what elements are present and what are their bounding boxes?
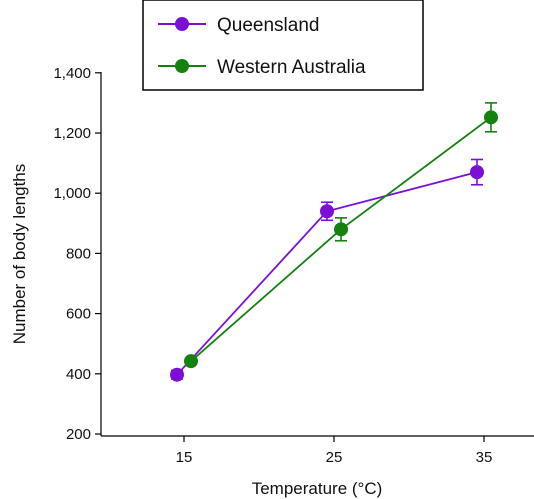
x-tick-label: 15	[176, 449, 193, 466]
y-tick-label: 800	[66, 245, 91, 262]
data-point[interactable]	[320, 204, 334, 219]
y-tick-label: 1,000	[53, 185, 91, 202]
legend-marker-western-australia	[175, 59, 189, 73]
x-axis-title: Temperature (°C)	[252, 479, 383, 498]
x-tick-label: 25	[326, 449, 343, 466]
y-tick-label: 200	[66, 426, 91, 443]
legend-box	[142, 0, 424, 91]
legend-label-western-australia: Western Australia	[217, 57, 366, 78]
y-tick-label: 1,200	[53, 125, 91, 142]
axes: 200 400 600 800 1,000 1,200 1,400 15 25 35	[53, 65, 534, 466]
y-tick-label: 600	[66, 306, 91, 323]
y-axis-ticks: 200 400 600 800 1,000 1,200 1,400	[53, 65, 101, 443]
x-tick-label: 35	[476, 449, 493, 466]
data-point[interactable]	[484, 110, 498, 125]
legend-item-western-australia[interactable]: Western Australia	[158, 57, 366, 78]
data-point[interactable]	[334, 222, 348, 237]
data-point[interactable]	[170, 367, 184, 382]
data-point[interactable]	[184, 354, 198, 369]
series-western-australia	[184, 102, 498, 369]
y-tick-label: 400	[66, 366, 91, 383]
x-axis-ticks: 15 25 35	[176, 436, 493, 466]
legend: Queensland Western Australia	[142, 0, 424, 91]
legend-item-queensland[interactable]: Queensland	[158, 15, 319, 36]
legend-marker-queensland	[175, 17, 189, 31]
y-axis-title: Number of body lengths	[10, 164, 29, 345]
plot-area	[170, 102, 498, 382]
data-point[interactable]	[470, 165, 484, 180]
legend-label-queensland: Queensland	[217, 15, 319, 36]
y-tick-label: 1,400	[53, 65, 91, 82]
series-queensland	[170, 158, 484, 382]
